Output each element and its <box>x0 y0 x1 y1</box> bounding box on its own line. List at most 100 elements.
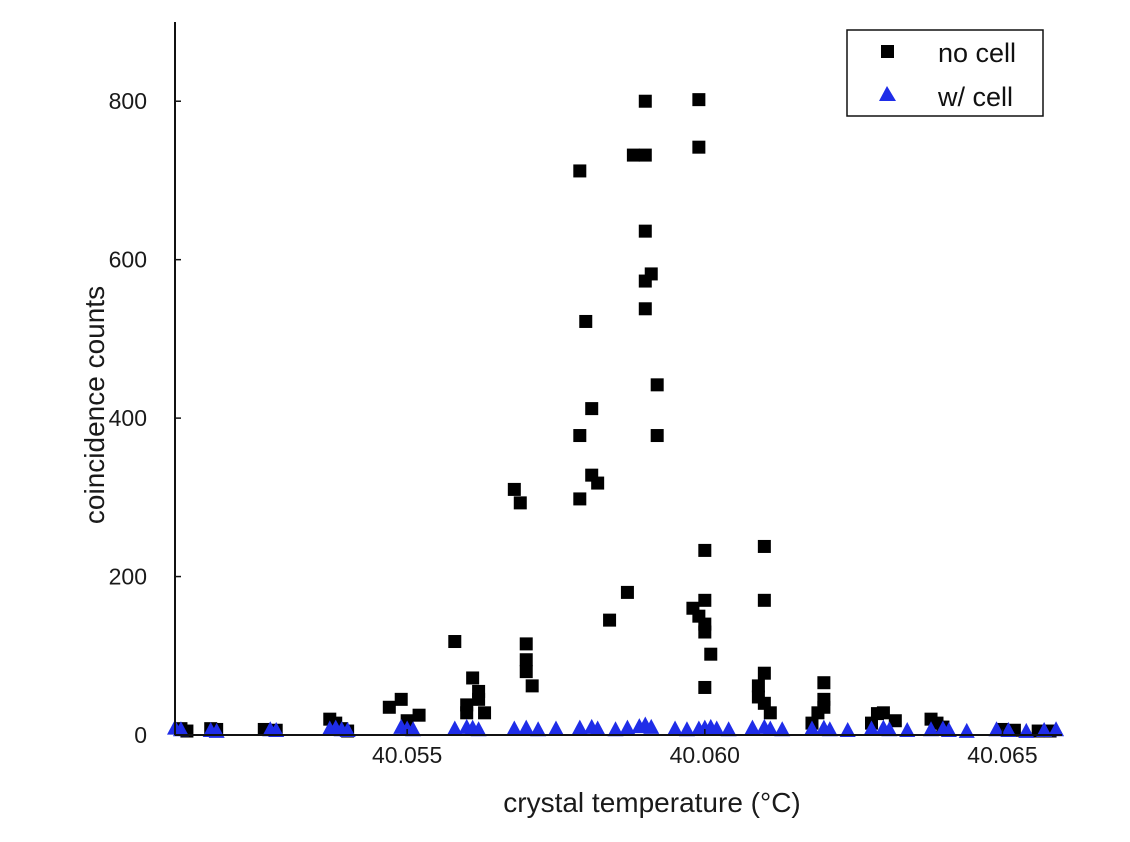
legend-marker-no-cell <box>881 45 894 58</box>
data-point-no-cell <box>751 679 765 693</box>
data-point-w-cell <box>762 720 779 736</box>
data-point-no-cell <box>698 680 712 694</box>
data-point-w-cell <box>506 720 523 736</box>
data-point-w-cell <box>619 719 636 735</box>
x-axis-title: crystal temperature (°C) <box>503 787 801 818</box>
data-point-no-cell <box>412 708 426 722</box>
legend: no cell w/ cell <box>846 29 1044 117</box>
data-point-w-cell <box>708 720 725 736</box>
data-point-no-cell <box>382 700 396 714</box>
legend-box <box>846 29 1044 117</box>
data-point-no-cell <box>638 148 652 162</box>
y-tick-label: 200 <box>109 564 147 590</box>
data-point-no-cell <box>888 714 902 728</box>
data-point-no-cell <box>460 698 474 712</box>
data-point-no-cell <box>573 429 587 443</box>
data-point-w-cell <box>863 720 880 736</box>
data-point-no-cell <box>507 482 521 496</box>
data-point-no-cell <box>698 543 712 557</box>
data-point-no-cell <box>698 593 712 607</box>
data-point-no-cell <box>650 429 664 443</box>
data-point-w-cell <box>678 721 695 737</box>
data-point-w-cell <box>744 719 761 735</box>
data-point-no-cell <box>763 706 777 720</box>
data-point-no-cell <box>638 302 652 316</box>
data-point-w-cell <box>530 721 547 737</box>
data-point-no-cell <box>704 647 718 661</box>
data-point-w-cell <box>988 721 1005 737</box>
x-tick-label: 40.060 <box>670 742 740 768</box>
data-point-w-cell <box>923 721 940 737</box>
data-point-no-cell <box>513 496 527 510</box>
series-w-cell <box>167 716 1065 738</box>
data-point-w-cell <box>1048 721 1065 737</box>
data-point-w-cell <box>518 719 535 735</box>
x-tick-label: 40.055 <box>372 742 442 768</box>
y-tick-label: 400 <box>109 405 147 431</box>
data-point-no-cell <box>698 625 712 639</box>
series-no-cell <box>174 93 1057 738</box>
data-point-no-cell <box>692 93 706 107</box>
data-point-w-cell <box>547 720 564 736</box>
data-point-w-cell <box>667 720 684 736</box>
data-point-w-cell <box>839 722 856 738</box>
data-point-no-cell <box>817 676 831 690</box>
data-point-no-cell <box>466 671 480 685</box>
data-point-no-cell <box>757 539 771 553</box>
data-point-no-cell <box>448 635 462 649</box>
data-point-no-cell <box>472 684 486 698</box>
data-point-w-cell <box>1000 722 1017 738</box>
data-point-no-cell <box>876 706 890 720</box>
data-point-w-cell <box>643 718 660 734</box>
y-axis-ticks: 0 200 400 600 800 <box>109 88 181 748</box>
data-point-no-cell <box>603 613 617 627</box>
data-point-no-cell <box>626 148 640 162</box>
data-point-no-cell <box>638 224 652 238</box>
y-tick-label: 0 <box>134 722 147 748</box>
legend-label-no-cell: no cell <box>938 38 1016 68</box>
data-point-no-cell <box>478 706 492 720</box>
data-point-no-cell <box>620 585 634 599</box>
data-point-w-cell <box>405 721 422 737</box>
data-point-w-cell <box>339 722 356 738</box>
data-point-no-cell <box>644 267 658 281</box>
data-point-no-cell <box>573 492 587 506</box>
data-point-no-cell <box>394 692 408 706</box>
data-point-w-cell <box>172 721 189 737</box>
data-point-w-cell <box>589 720 606 736</box>
data-point-no-cell <box>519 653 533 667</box>
legend-label-w-cell: w/ cell <box>937 82 1013 112</box>
data-point-no-cell <box>692 140 706 154</box>
x-tick-label: 40.065 <box>967 742 1037 768</box>
data-point-no-cell <box>579 314 593 328</box>
data-point-no-cell <box>585 402 599 416</box>
data-point-w-cell <box>881 721 898 737</box>
data-point-w-cell <box>940 722 957 738</box>
data-point-no-cell <box>757 666 771 680</box>
data-point-no-cell <box>757 593 771 607</box>
data-point-no-cell <box>591 476 605 490</box>
data-point-no-cell <box>638 94 652 108</box>
data-point-w-cell <box>571 719 588 735</box>
data-point-no-cell <box>650 378 664 392</box>
y-axis-title: coincidence counts <box>79 286 110 524</box>
data-point-w-cell <box>446 720 463 736</box>
data-point-w-cell <box>899 722 916 738</box>
data-point-no-cell <box>519 665 533 679</box>
data-point-no-cell <box>817 692 831 706</box>
data-point-w-cell <box>774 721 791 737</box>
legend-marker-w-cell <box>879 86 896 101</box>
data-point-w-cell <box>1036 722 1053 738</box>
data-point-w-cell <box>470 721 487 737</box>
data-point-w-cell <box>821 721 838 737</box>
data-point-w-cell <box>803 720 820 736</box>
y-tick-label: 600 <box>109 247 147 273</box>
data-point-no-cell <box>519 637 533 651</box>
data-point-w-cell <box>720 721 737 737</box>
data-point-w-cell <box>607 721 624 737</box>
data-point-no-cell <box>573 164 587 178</box>
data-point-w-cell <box>268 722 285 738</box>
data-point-no-cell <box>525 679 539 693</box>
x-axis-ticks: 40.055 40.060 40.065 <box>372 729 1038 768</box>
